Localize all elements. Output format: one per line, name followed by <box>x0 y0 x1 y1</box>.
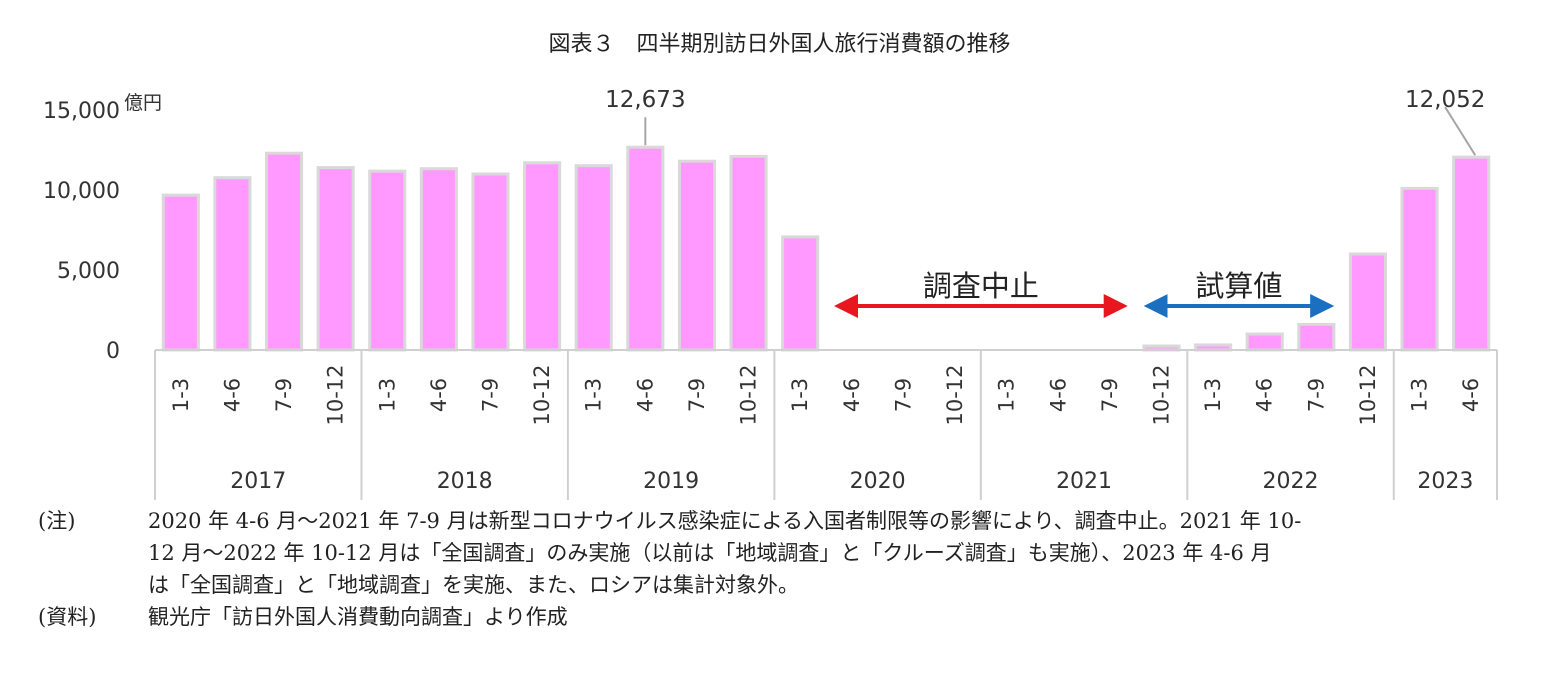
bar <box>368 169 407 352</box>
year-label: 2019 <box>643 469 699 494</box>
x-tick-label: 1-3 <box>788 378 812 412</box>
x-tick-label: 7-9 <box>891 378 915 412</box>
source-label: (資料) <box>38 605 97 629</box>
note-row: (注) 2020 年 4-6 月～2021 年 7-9 月は新型コロナウイルス感… <box>38 505 1518 537</box>
x-tick-label: 10-12 <box>943 364 967 425</box>
note-text: は「全国調査」と「地域調査」を実施、また、ロシアは集計対象外。 <box>148 573 799 597</box>
year-label: 2022 <box>1263 469 1319 494</box>
x-tick-label: 10-12 <box>1356 364 1380 425</box>
bar <box>264 151 304 352</box>
bar <box>523 161 562 352</box>
x-tick-label: 10-12 <box>1150 364 1174 425</box>
year-label: 2018 <box>437 469 493 494</box>
source-row: (資料) 観光庁「訪日外国人消費動向調査」より作成 <box>38 601 1518 633</box>
y-tick-label: 5,000 <box>57 259 120 284</box>
bar-chart: 0 5,000 10,000 15,000 億円 1-3 4-6 7-9 10-12 1-3 4-6… <box>43 87 1498 500</box>
x-tick-label: 7-9 <box>272 378 296 412</box>
bar <box>1297 322 1336 352</box>
x-tick-label: 10-12 <box>530 364 554 425</box>
x-tick-label: 7-9 <box>479 378 503 412</box>
x-tick-label: 1-3 <box>1408 378 1432 412</box>
bar <box>213 176 252 352</box>
note-text: 2020 年 4-6 月～2021 年 7-9 月は新型コロナウイルス感染症によ… <box>148 509 1302 533</box>
x-tick-label: 4-6 <box>633 378 657 412</box>
year-label: 2020 <box>850 469 906 494</box>
bar <box>677 159 717 352</box>
bar <box>1348 252 1388 352</box>
bar <box>781 235 820 352</box>
chart-title: 図表３ 四半期別訪日外国人旅行消費額の推移 <box>548 32 1011 57</box>
x-tick-label: 1-3 <box>995 378 1019 412</box>
x-tick-label: 4-6 <box>1253 378 1277 412</box>
x-tick-label: 7-9 <box>1098 378 1122 412</box>
x-tick-label: 1-3 <box>1201 378 1225 412</box>
year-label: 2023 <box>1417 469 1473 494</box>
x-tick-label: 1-3 <box>582 378 606 412</box>
year-label: 2017 <box>230 469 286 494</box>
annotation-label: 試算値 <box>1195 269 1282 303</box>
bar <box>1245 332 1284 352</box>
x-tick-label: 10-12 <box>324 364 348 425</box>
y-axis-unit-label: 億円 <box>124 92 162 114</box>
x-tick-label: 7-9 <box>685 378 709 412</box>
x-tick-label: 1-3 <box>375 378 399 412</box>
x-tick-label: 4-6 <box>427 378 451 412</box>
bar <box>729 154 768 352</box>
bar <box>316 166 355 352</box>
bar <box>1400 186 1439 352</box>
x-tick-label: 4-6 <box>840 378 864 412</box>
year-label: 2021 <box>1056 469 1112 494</box>
x-tick-label: 1-3 <box>169 378 193 412</box>
x-tick-label: 4-6 <box>220 378 244 412</box>
x-tick-label: 10-12 <box>737 364 761 425</box>
bar <box>574 164 613 352</box>
y-tick-label: 0 <box>106 339 120 364</box>
x-tick-label: 7-9 <box>1304 378 1328 412</box>
bar <box>471 172 510 352</box>
note-label: (注) <box>38 509 76 533</box>
note-text: 12 月～2022 年 10-12 月は「全国調査」のみ実施（以前は「地域調査」… <box>148 541 1272 565</box>
x-tick-label: 4-6 <box>1046 378 1070 412</box>
bar <box>626 145 665 352</box>
source-text: 観光庁「訪日外国人消費動向調査」より作成 <box>148 605 568 629</box>
data-label: 12,052 <box>1405 87 1485 113</box>
notes-section: (注) 2020 年 4-6 月～2021 年 7-9 月は新型コロナウイルス感… <box>38 505 1518 633</box>
y-tick-label: 15,000 <box>43 99 120 124</box>
data-label-leader <box>1444 106 1477 156</box>
bar <box>419 167 458 352</box>
y-tick-label: 10,000 <box>43 179 120 204</box>
data-label: 12,673 <box>605 87 685 113</box>
bar <box>161 193 200 352</box>
x-tick-label: 4-6 <box>1459 378 1483 412</box>
annotation-label: 調査中止 <box>923 269 1039 303</box>
bar <box>1452 155 1491 352</box>
